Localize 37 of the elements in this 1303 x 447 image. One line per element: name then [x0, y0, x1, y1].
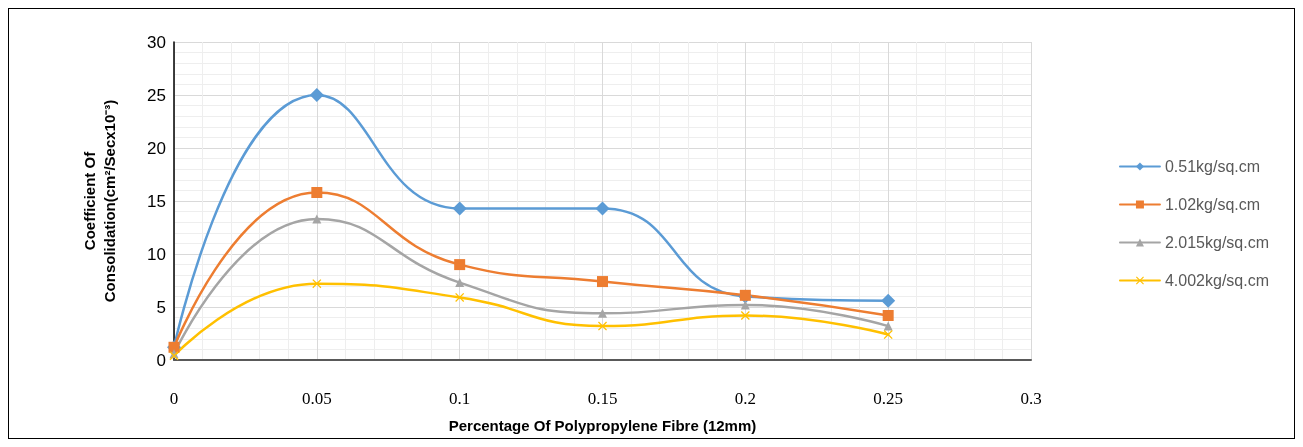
point — [597, 276, 608, 288]
x-tick-label: 0.3 — [1020, 389, 1042, 408]
x-tick-label: 0.05 — [301, 389, 332, 408]
y-tick-label: 0 — [156, 350, 166, 370]
y-tick-label: 25 — [147, 85, 166, 105]
y-axis-title: Coefficient Of Consolidation(cm²/Secx10⁻³) — [80, 99, 118, 303]
point — [311, 187, 323, 199]
x-tick-label: 0.1 — [449, 389, 471, 408]
point — [882, 309, 894, 321]
point — [740, 310, 750, 320]
x-tick-label: 0 — [169, 389, 179, 408]
point — [455, 278, 465, 288]
point — [455, 292, 465, 302]
point — [454, 259, 466, 271]
point — [598, 308, 607, 318]
y-tick-label: 5 — [156, 297, 166, 317]
legend-label: 4.002kg/sq.cm — [1164, 272, 1270, 289]
y-tick-label: 10 — [147, 244, 166, 264]
point — [312, 214, 322, 224]
legend-label: 1.02kg/sq.cm — [1164, 196, 1261, 213]
point — [595, 201, 610, 216]
x-tick-label: 0.2 — [734, 389, 756, 408]
point — [309, 88, 324, 102]
point — [452, 201, 467, 216]
y-tick-label: 20 — [147, 138, 166, 158]
point — [598, 321, 607, 331]
y-tick-label: 15 — [147, 191, 166, 211]
point — [883, 330, 893, 340]
x-tick-label: 0.25 — [873, 389, 904, 408]
x-axis-title: Percentage Of Polypropylene Fibre (12mm) — [448, 417, 757, 434]
legend-label: 0.51kg/sq.cm — [1164, 158, 1261, 175]
point — [881, 293, 896, 308]
point — [883, 321, 893, 331]
legend-label: 2.015kg/sq.cm — [1164, 234, 1270, 251]
y-tick-label: 30 — [147, 32, 166, 52]
point — [312, 279, 322, 289]
x-tick-label: 0.15 — [587, 389, 618, 408]
